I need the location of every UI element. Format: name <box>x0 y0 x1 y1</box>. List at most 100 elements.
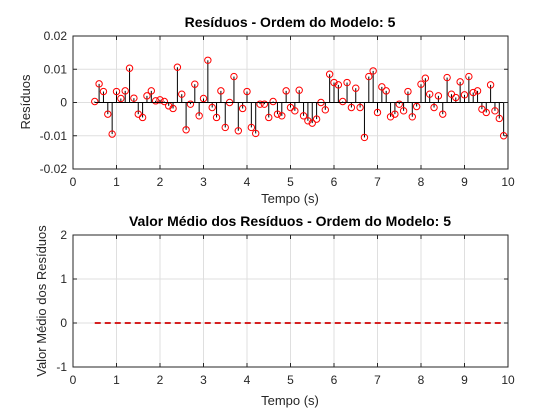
residuals-x-tick-label: 9 <box>461 175 468 189</box>
residual-marker <box>121 87 129 95</box>
mean-chart-title: Valor Médio dos Resíduos - Ordem do Mode… <box>129 213 451 229</box>
residual-marker <box>408 113 416 121</box>
residual-marker <box>217 87 225 95</box>
residual-marker <box>147 87 156 95</box>
residual-marker <box>91 97 99 106</box>
residual-marker <box>243 87 251 96</box>
mean-chart: Valor Médio dos Resíduos - Ordem do Mode… <box>34 213 515 408</box>
residuals-x-tick-label: 3 <box>200 175 207 189</box>
mean-y-tick-label: 0 <box>60 316 67 330</box>
mean-x-tick-label: 4 <box>244 373 251 387</box>
residual-marker <box>104 110 112 118</box>
residuals-x-tick-label: 8 <box>418 175 425 189</box>
residual-marker <box>452 93 460 102</box>
residual-marker <box>378 83 386 91</box>
residual-marker <box>178 90 186 98</box>
residual-marker <box>456 78 464 86</box>
residual-marker <box>373 108 382 117</box>
residual-marker <box>130 94 138 102</box>
residual-marker <box>430 103 438 112</box>
residual-marker <box>247 123 256 132</box>
residuals-chart-title: Resíduos - Ordem do Modelo: 5 <box>185 14 396 30</box>
residual-marker <box>330 78 338 87</box>
residuals-x-tick-label: 10 <box>501 175 515 189</box>
residual-marker <box>352 84 360 92</box>
residual-marker <box>99 87 108 96</box>
residual-marker <box>299 112 308 120</box>
residual-marker <box>312 115 321 123</box>
mean-x-tick-label: 10 <box>501 373 515 387</box>
residual-marker <box>382 87 390 95</box>
residual-marker <box>173 63 182 71</box>
residual-marker <box>491 107 499 115</box>
residuals-y-ticks: -0.02 -0.01 0 0.01 0.02 <box>40 29 508 176</box>
mean-y-tick-label: 2 <box>60 228 67 242</box>
mean-x-tick-label: 7 <box>374 373 381 387</box>
mean-x-tick-label: 0 <box>70 373 77 387</box>
residual-marker <box>321 106 329 114</box>
mean-x-tick-label: 6 <box>331 373 338 387</box>
residual-marker <box>426 90 434 98</box>
residuals-y-tick-label: 0 <box>60 96 67 110</box>
residual-marker <box>369 67 377 75</box>
residual-marker <box>169 104 177 113</box>
mean-x-tick-label: 5 <box>287 373 294 387</box>
residual-marker <box>278 112 286 120</box>
residual-marker <box>495 114 503 123</box>
residual-marker <box>395 100 403 108</box>
residuals-x-tick-label: 4 <box>244 175 251 189</box>
residuals-x-tick-label: 2 <box>157 175 164 189</box>
residual-marker <box>221 123 229 132</box>
residual-marker <box>339 97 347 106</box>
residual-marker <box>182 126 190 134</box>
residual-marker <box>230 72 238 81</box>
residual-marker <box>347 103 356 112</box>
residual-marker <box>108 130 116 138</box>
residual-marker <box>404 87 412 96</box>
residual-marker <box>325 70 334 78</box>
residual-marker <box>195 112 203 120</box>
residual-marker <box>151 97 160 105</box>
residual-marker <box>469 88 477 97</box>
residual-marker <box>399 107 408 115</box>
residuals-x-tick-label: 6 <box>331 175 338 189</box>
residual-marker <box>282 87 290 95</box>
mean-x-label: Tempo (s) <box>261 393 319 408</box>
residuals-x-ticks: 0 1 2 3 4 5 6 7 8 9 10 <box>70 36 515 189</box>
mean-y-tick-label: -1 <box>56 360 67 374</box>
mean-y-tick-label: 1 <box>60 272 67 286</box>
mean-x-tick-label: 8 <box>418 373 425 387</box>
residual-marker <box>117 94 125 103</box>
residual-marker <box>156 96 164 104</box>
residual-marker <box>434 92 443 100</box>
residual-marker <box>208 103 216 112</box>
residual-marker <box>365 72 373 81</box>
residual-marker <box>334 81 343 89</box>
residual-marker <box>308 119 316 127</box>
residual-marker <box>465 72 473 81</box>
residual-marker <box>138 113 147 122</box>
residual-marker <box>143 92 151 100</box>
residual-marker <box>95 80 103 88</box>
residual-marker <box>112 87 121 96</box>
residual-marker <box>125 64 134 72</box>
residual-marker <box>186 100 195 108</box>
residual-marker <box>191 80 199 88</box>
residual-marker <box>204 56 212 64</box>
residual-marker <box>212 113 221 122</box>
residual-marker <box>238 104 247 113</box>
mean-x-tick-label: 2 <box>157 373 164 387</box>
residual-marker <box>160 97 169 106</box>
mean-y-ticks: -1 0 1 2 <box>56 228 508 374</box>
residual-marker <box>295 86 303 94</box>
residuals-x-tick-label: 5 <box>287 175 294 189</box>
residual-marker <box>304 117 312 125</box>
residuals-x-tick-label: 1 <box>113 175 120 189</box>
residual-marker <box>443 73 451 82</box>
residual-marker <box>391 110 399 118</box>
residual-marker <box>482 108 490 117</box>
residuals-x-tick-label: 7 <box>374 175 381 189</box>
mean-x-tick-label: 9 <box>461 373 468 387</box>
residual-marker <box>460 91 469 99</box>
residual-marker <box>269 97 277 106</box>
